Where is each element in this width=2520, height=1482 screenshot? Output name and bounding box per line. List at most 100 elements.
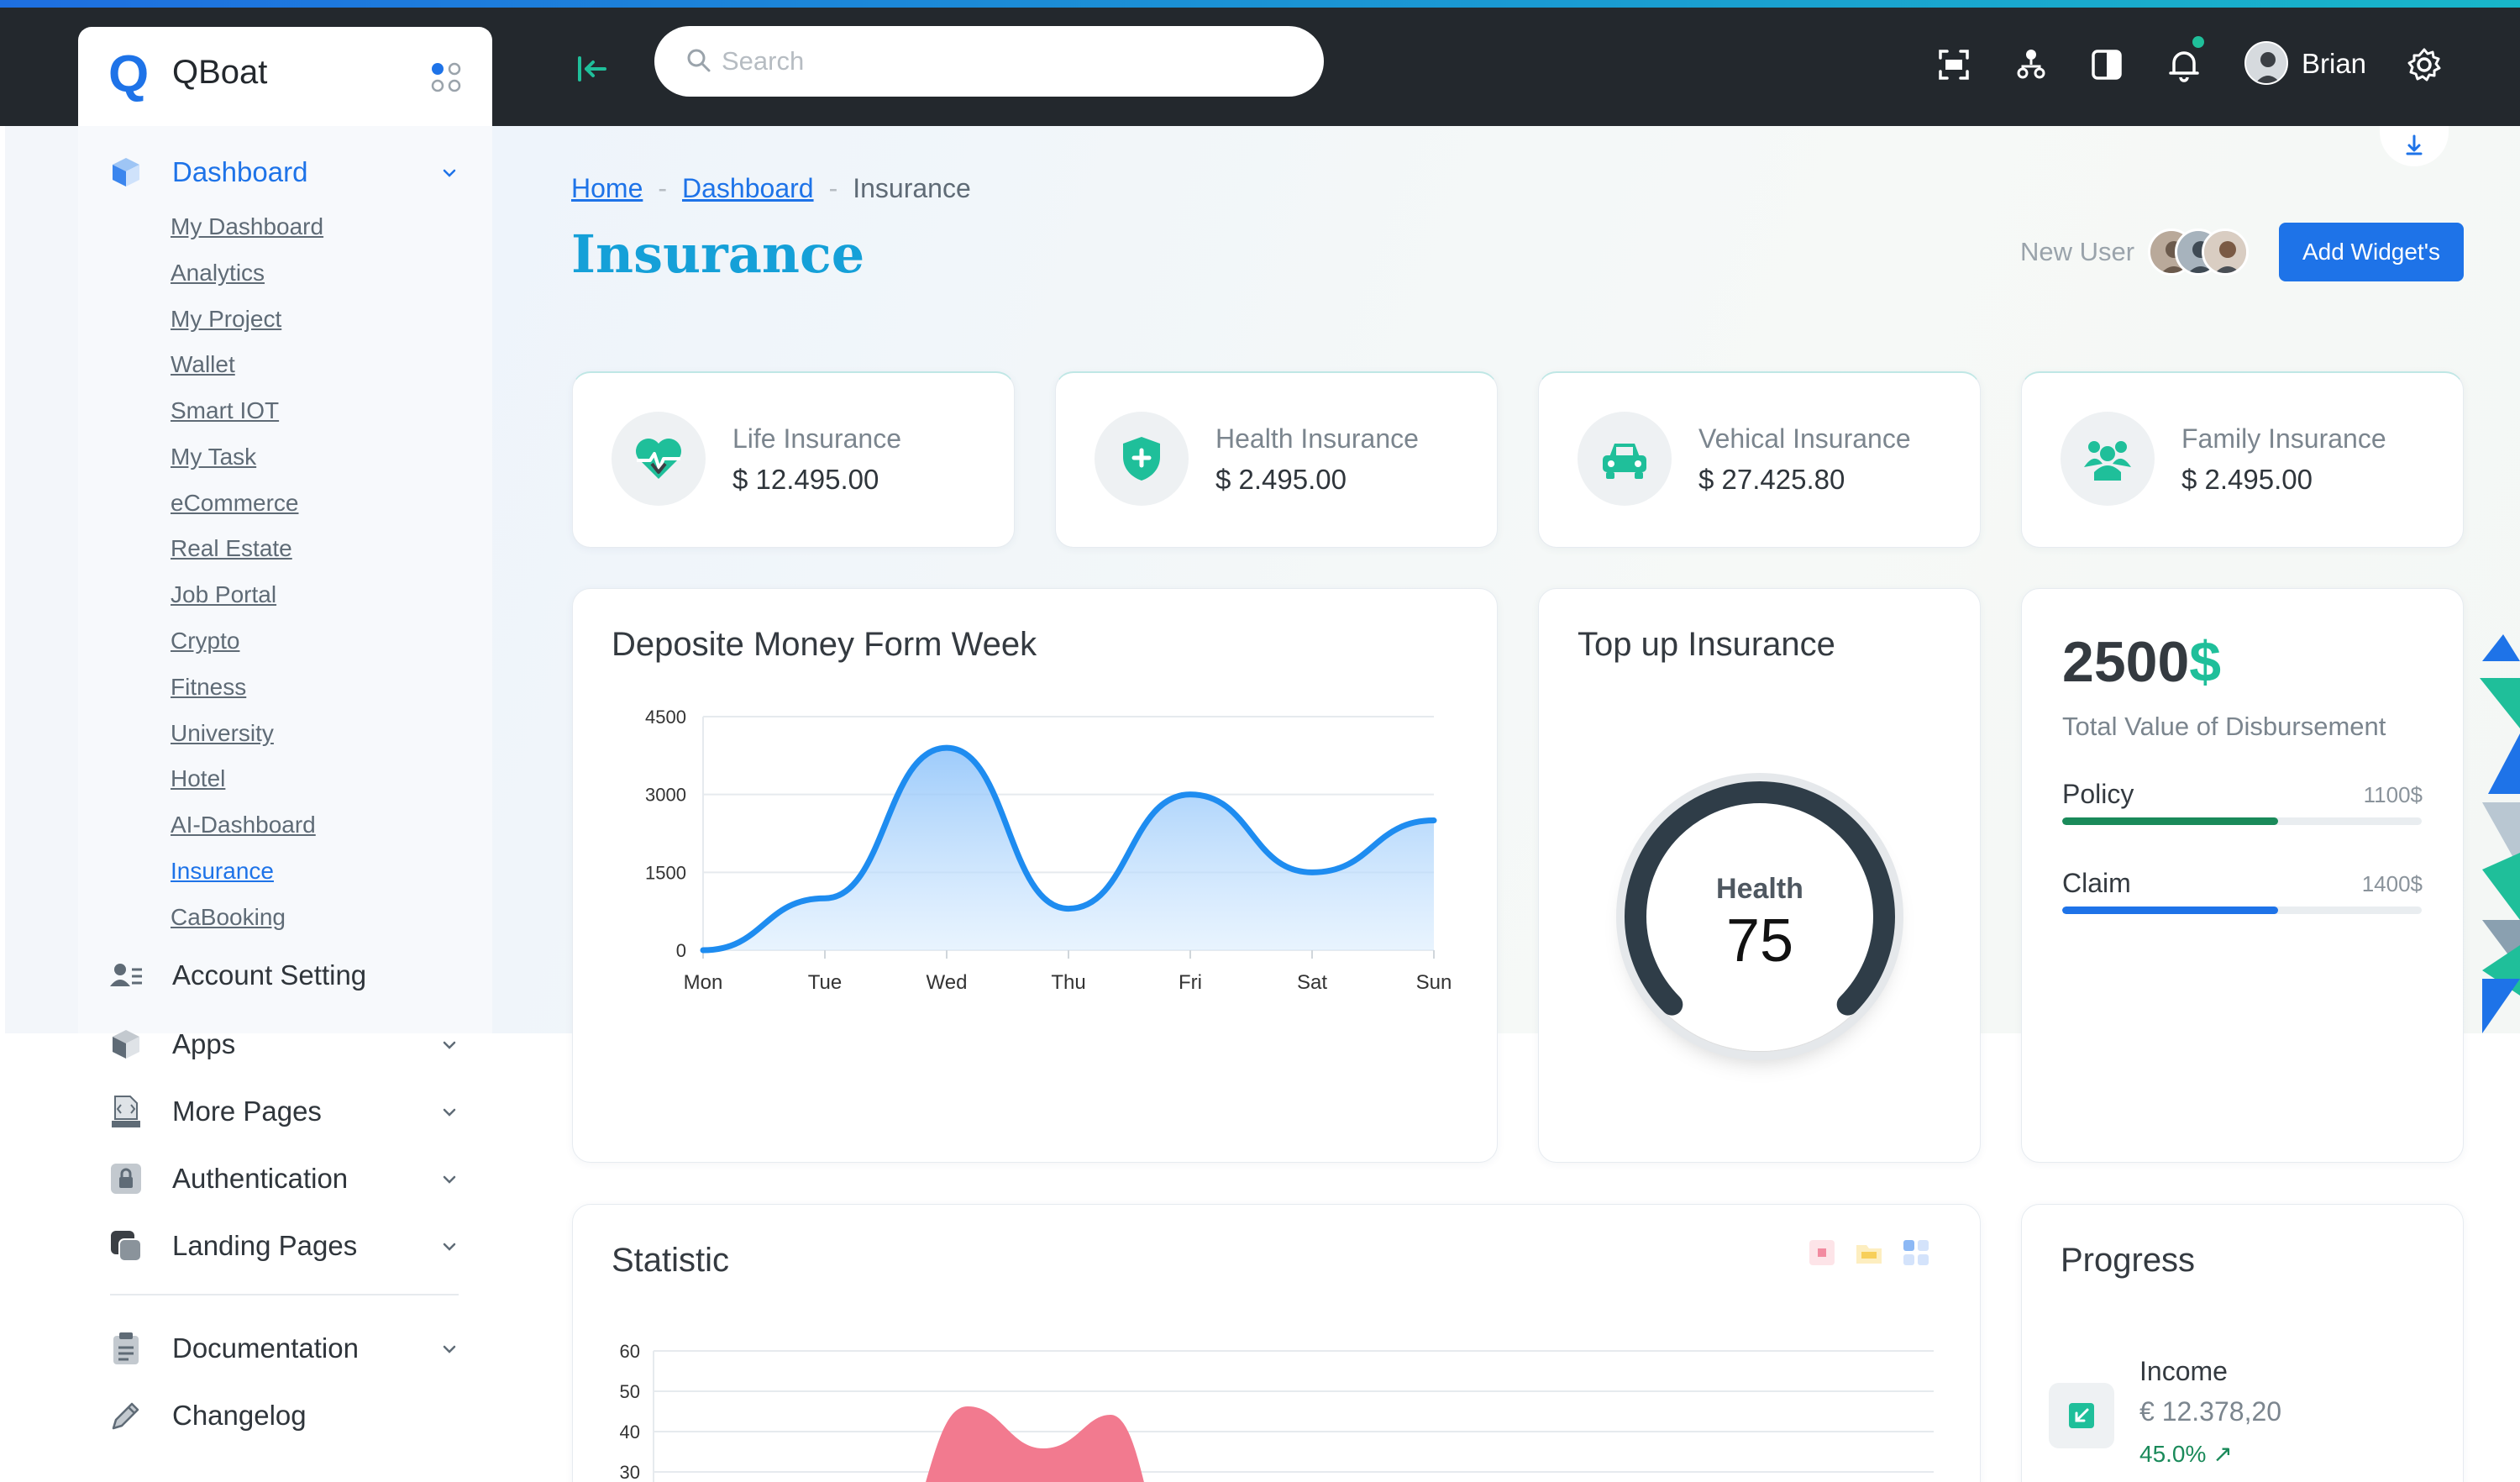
sidebar-subitem-smart-iot[interactable]: Smart IOT [171,397,280,423]
insurance-card-life[interactable]: Life Insurance $ 12.495.00 [572,371,1015,548]
claim-label: Claim [2062,868,2131,898]
sidebar-subitem-cabooking[interactable]: CaBooking [171,904,286,930]
user-photo-icon [2246,43,2286,83]
download-button[interactable] [2380,126,2449,166]
sidebar-item-account-setting[interactable]: Account Setting [78,948,492,1001]
breadcrumb: Home - Dashboard - Insurance [571,173,971,204]
settings-icon[interactable] [2404,45,2444,85]
trend-up-icon: ↗ [2213,1441,2233,1467]
disbursement-currency: $ [2189,630,2222,694]
sidebar-subitem-job-portal[interactable]: Job Portal [171,581,277,607]
bell-icon[interactable] [2164,45,2204,85]
folder-icon[interactable] [1855,1238,1883,1267]
sidebar-subitem-my-dashboard[interactable]: My Dashboard [171,213,324,239]
breadcrumb-home[interactable]: Home [571,173,643,203]
statistic-y-tick: 40 [620,1422,640,1443]
user-avatar[interactable] [2244,41,2288,85]
sidebar-subitem-insurance[interactable]: Insurance [171,858,274,884]
pages-icon [111,1231,142,1262]
statistic-y-tick: 30 [620,1462,640,1482]
sidebar-item-landing-pages[interactable]: Landing Pages [78,1218,492,1272]
logo-text[interactable]: QBoat [172,54,268,91]
sidebar-subitem-hotel[interactable]: Hotel [171,765,226,791]
progress-title: Progress [2061,1242,2196,1279]
new-user-avatar[interactable] [2202,229,2249,276]
sidebar-item-apps[interactable]: Apps [78,1017,492,1070]
statistic-y-tick: 50 [620,1381,640,1402]
insurance-card-health[interactable]: Health Insurance $ 2.495.00 [1055,371,1498,548]
sidebar-subitem-ai-dashboard[interactable]: AI-Dashboard [171,812,316,838]
download-icon [2406,134,2423,155]
stop-square-icon[interactable] [1808,1238,1836,1267]
sidebar-subitem-my-task[interactable]: My Task [171,444,257,470]
breadcrumb-separator: - [658,173,668,203]
deposit-area-chart: 0 1500 3000 4500 Mon Tue Wed Thu Fri Sat Sun [645,707,1452,994]
insurance-card-vehicle[interactable]: Vehical Insurance $ 27.425.80 [1538,371,1981,548]
sidebar-subitem-my-project[interactable]: My Project [171,306,282,332]
insurance-icon-wrap [1578,412,1672,506]
insurance-label: Health Insurance [1215,423,1419,454]
sidebar-item-dashboard[interactable]: Dashboard [78,145,492,198]
deposit-y-tick: 0 [676,940,686,961]
notification-dot [2192,36,2204,48]
chevron-down-icon [443,1041,456,1049]
sidebar-item-label: Authentication [172,1163,349,1194]
logo-mark[interactable]: Q [108,45,150,103]
topup-insurance-card: Top up Insurance Health 75 [1538,588,1981,1163]
sidebar-item-more-pages[interactable]: More Pages [78,1084,492,1138]
claim-value: 1400$ [2361,871,2423,896]
sidebar-subitem-crypto[interactable]: Crypto [171,628,240,654]
car-icon [1603,444,1646,479]
sidebar-subitem-ecommerce[interactable]: eCommerce [171,490,299,516]
family-icon [2084,441,2131,481]
deposit-x-tick: Thu [1051,971,1085,994]
top-accent-stripe [0,0,2520,8]
sidebar-item-authentication[interactable]: Authentication [78,1151,492,1205]
sidebar-subitem-real-estate[interactable]: Real Estate [171,535,292,561]
insurance-value: $ 27.425.80 [1698,464,1845,495]
insurance-label: Vehical Insurance [1698,423,1911,454]
layout-toggle-icon[interactable] [2087,45,2127,85]
sidebar-subitem-wallet[interactable]: Wallet [171,351,235,377]
sidebar-item-label: Apps [172,1028,236,1059]
sidebar-item-label: Changelog [172,1400,307,1431]
sitemap-icon[interactable] [2011,45,2051,85]
gauge-progress-arc [1625,781,1895,1016]
collapse-sidebar-button[interactable] [573,50,612,88]
sidebar-subitem-analytics[interactable]: Analytics [171,260,265,286]
grid-view-icon[interactable] [1902,1238,1930,1267]
fullscreen-icon[interactable] [1934,45,1974,85]
claim-progress-fill [2062,907,2278,914]
search-input[interactable] [722,38,1293,85]
cube-icon [113,158,139,187]
chevron-down-icon [443,1345,456,1353]
insurance-icon-wrap [2061,412,2155,506]
sidebar-item-label: More Pages [172,1096,322,1127]
sidebar-subitem-university[interactable]: University [171,720,274,746]
sidebar-item-label: Landing Pages [172,1230,358,1261]
deposit-area-fill [703,748,1434,950]
breadcrumb-dashboard[interactable]: Dashboard [682,173,814,203]
decorative-triangles [2480,634,2520,1033]
deposit-chart-title: Deposite Money Form Week [612,626,1037,663]
income-change: 45.0% ↗ [2139,1440,2233,1468]
sidebar-panel [78,126,492,1033]
sidebar-subitem-fitness[interactable]: Fitness [171,674,247,700]
deposit-y-tick: 1500 [645,862,686,883]
shield-plus-icon [1123,437,1160,481]
statistic-title: Statistic [612,1242,730,1279]
box-icon [113,1030,139,1059]
collapse-icon [578,56,606,81]
user-name[interactable]: Brian [2302,48,2367,79]
statistic-chart: 60 50 40 30 [620,1341,1934,1482]
chevron-down-icon [443,1175,456,1184]
sidebar-item-changelog[interactable]: Changelog [78,1388,492,1442]
insurance-value: $ 12.495.00 [732,464,879,495]
breadcrumb-separator: - [828,173,838,203]
deposit-y-tick: 4500 [645,707,686,728]
policy-label: Policy [2062,779,2134,809]
insurance-card-family[interactable]: Family Insurance $ 2.495.00 [2021,371,2464,548]
add-widget-button[interactable]: Add Widget's [2279,223,2464,281]
sidebar-item-documentation[interactable]: Documentation [78,1321,492,1374]
apps-grid-icon[interactable] [429,60,463,94]
